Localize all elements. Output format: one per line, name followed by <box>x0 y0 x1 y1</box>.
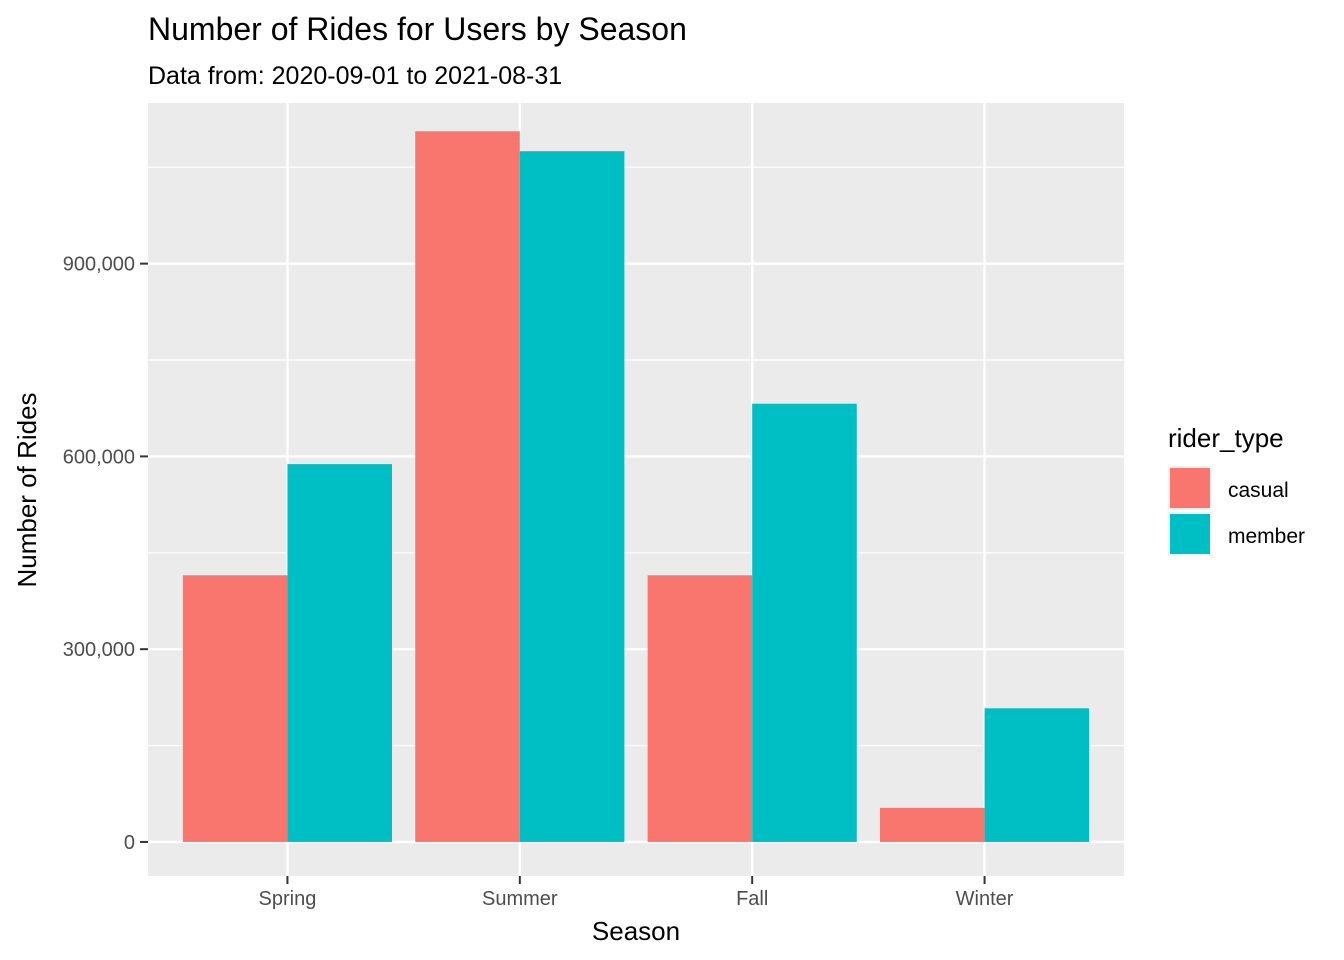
x-tick-label: Winter <box>956 888 1014 910</box>
x-tick-label: Spring <box>259 888 317 910</box>
bar-casual-fall <box>647 575 753 842</box>
legend-swatch-casual <box>1170 468 1210 508</box>
bar-member-winter <box>984 708 1090 842</box>
legend: rider_type casual member <box>1168 423 1305 556</box>
bar-casual-spring <box>182 575 288 842</box>
x-tick-label: Summer <box>482 888 558 910</box>
x-tick-label: Fall <box>736 888 768 910</box>
chart-subtitle: Data from: 2020-09-01 to 2021-08-31 <box>148 62 562 90</box>
y-axis-ticks: 0 300,000 600,000 900,000 <box>63 254 148 854</box>
bar-casual-summer <box>415 131 520 842</box>
bar-casual-winter <box>880 807 985 842</box>
legend-swatch-member <box>1170 514 1210 554</box>
bar-member-fall <box>752 403 857 842</box>
y-tick-label: 0 <box>124 832 135 854</box>
bars <box>182 131 1090 842</box>
y-tick-label: 300,000 <box>63 639 135 661</box>
x-axis-title: Season <box>592 916 680 946</box>
y-tick-label: 900,000 <box>63 254 135 276</box>
y-tick-label: 600,000 <box>63 446 135 468</box>
chart-title: Number of Rides for Users by Season <box>148 11 687 47</box>
legend-label-member: member <box>1228 525 1305 548</box>
bar-member-spring <box>287 464 392 842</box>
legend-title: rider_type <box>1168 423 1284 453</box>
bar-member-summer <box>519 151 625 842</box>
y-axis-title: Number of Rides <box>12 392 42 587</box>
legend-label-casual: casual <box>1228 479 1289 502</box>
x-axis-ticks: Spring Summer Fall Winter <box>259 876 1014 910</box>
